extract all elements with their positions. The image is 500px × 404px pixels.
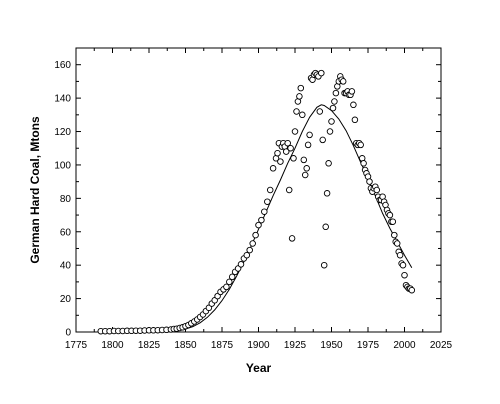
data-point (243, 251, 251, 259)
data-point (277, 158, 284, 165)
data-point (226, 278, 233, 286)
data-point (328, 118, 335, 125)
data-point (266, 186, 274, 194)
data-point (389, 218, 397, 225)
x-tick-label: 1875 (211, 340, 234, 351)
data-point (304, 141, 312, 149)
data-point (396, 251, 404, 259)
data-point (284, 139, 291, 147)
data-point (300, 156, 308, 164)
data-point (297, 84, 305, 92)
data-point (246, 246, 253, 254)
x-tick-label: 1850 (174, 340, 197, 351)
data-point (360, 160, 367, 167)
data-point (325, 160, 332, 167)
y-tick-label: 120 (54, 127, 71, 138)
data-point (299, 111, 306, 119)
data-point (386, 211, 394, 219)
y-tick-label: 0 (65, 328, 71, 339)
x-tick-label: 2000 (393, 340, 416, 351)
y-tick-label: 80 (60, 194, 72, 205)
x-tick-label: 2025 (430, 340, 453, 351)
x-tick-label: 1950 (320, 340, 343, 351)
y-tick-label: 60 (60, 227, 72, 238)
data-point (303, 165, 310, 172)
data-point (357, 141, 364, 149)
data-point (332, 89, 340, 97)
data-point (291, 128, 299, 135)
data-point (399, 261, 407, 269)
data-point (320, 261, 328, 269)
x-tick-label: 1775 (65, 340, 88, 351)
data-point (318, 69, 325, 77)
data-point (290, 155, 297, 162)
data-point (319, 136, 326, 144)
data-point (329, 104, 337, 112)
data-point (326, 128, 334, 135)
data-point (339, 78, 347, 85)
data-point (301, 171, 309, 179)
data-point (223, 283, 230, 291)
y-tick-label: 140 (54, 94, 71, 105)
data-point (255, 221, 262, 229)
data-point (293, 108, 300, 115)
data-point (252, 231, 259, 239)
data-point (306, 131, 313, 139)
data-point (322, 223, 329, 231)
data-point (323, 190, 331, 197)
data-point (287, 144, 294, 152)
data-point (258, 216, 265, 224)
x-tick-label: 1975 (357, 340, 380, 351)
x-tick-label: 1900 (247, 340, 270, 351)
y-tick-label: 100 (54, 160, 71, 171)
data-point (393, 240, 401, 247)
y-tick-label: 20 (60, 294, 72, 305)
data-point (296, 93, 303, 100)
data-point (350, 101, 357, 109)
data-point (228, 273, 236, 281)
y-tick-label: 40 (60, 261, 72, 272)
data-point (331, 98, 338, 105)
y-tick-label: 160 (54, 60, 71, 71)
data-point (408, 286, 416, 294)
data-point (269, 165, 277, 172)
data-points (97, 69, 416, 335)
data-point (366, 178, 373, 185)
tick-labels: 1775 1800 1825 1850 1875 1900 1925 1950 1975 2000… (54, 60, 452, 351)
data-point (316, 108, 324, 115)
data-point (288, 235, 296, 242)
data-point (249, 240, 256, 247)
data-point (401, 271, 408, 279)
data-point (373, 186, 381, 194)
x-tick-label: 1925 (284, 340, 307, 351)
data-point (261, 208, 268, 215)
data-point (264, 198, 271, 205)
x-tick-label: 1825 (138, 340, 161, 351)
data-point (274, 149, 281, 157)
data-point (237, 261, 245, 268)
y-axis-title: German Hard Coal, Mtons (28, 116, 42, 264)
data-point (351, 116, 359, 124)
data-point (282, 148, 290, 155)
x-axis-title: Year (246, 361, 272, 375)
x-tick-label: 1800 (101, 340, 124, 351)
data-point (391, 231, 398, 239)
data-point (348, 88, 356, 95)
data-point (285, 186, 293, 194)
